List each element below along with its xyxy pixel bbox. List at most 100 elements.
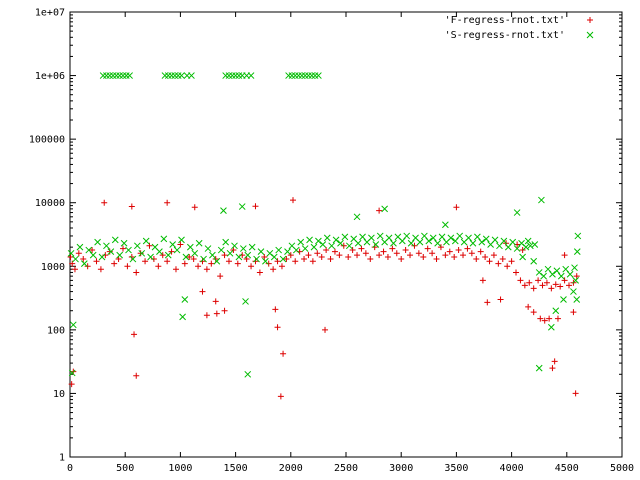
data-point-f (561, 252, 568, 259)
data-point-f (490, 252, 497, 259)
data-point-f (287, 252, 294, 259)
data-point-f (519, 247, 526, 254)
data-point-f (376, 252, 383, 259)
data-point-s (228, 72, 236, 79)
data-point-f (106, 248, 113, 255)
data-point-f (213, 310, 220, 317)
data-point-f (186, 253, 193, 260)
data-point-f (71, 266, 78, 273)
data-point-s (72, 255, 79, 263)
data-point-s (553, 267, 561, 275)
data-point-s (186, 243, 194, 251)
data-point-s (235, 253, 243, 261)
data-point-s (209, 251, 216, 259)
data-point-f (283, 256, 290, 263)
data-point-s (164, 72, 172, 79)
data-point-s (238, 203, 246, 210)
data-point-f (68, 381, 75, 388)
data-point-f (573, 273, 580, 280)
data-point-s (291, 72, 299, 79)
data-point-s (535, 269, 543, 276)
data-point-s (552, 307, 560, 315)
data-point-s (169, 241, 177, 248)
data-point-f (93, 258, 100, 265)
data-point-s (67, 249, 75, 257)
data-point-f (389, 245, 396, 252)
data-point-s (98, 253, 106, 261)
data-point-s (531, 241, 539, 248)
data-point-s (306, 236, 313, 244)
data-point-f (468, 250, 475, 257)
data-point-f (552, 281, 559, 288)
legend: 'F-regress-rnot.txt' 'S-regress-rnot.txt… (445, 15, 594, 41)
data-point-s (478, 238, 486, 246)
series-s-regress (67, 72, 582, 378)
data-point-s (94, 238, 101, 246)
data-point-s (217, 246, 225, 254)
data-point-s (178, 72, 185, 79)
data-point-f (164, 199, 171, 206)
data-point-f (181, 260, 188, 267)
data-point-f (546, 315, 553, 322)
data-point-s (288, 72, 296, 79)
data-point-f (290, 197, 297, 204)
data-point-f (537, 315, 544, 322)
data-point-f (256, 269, 263, 276)
data-point-f (322, 326, 329, 333)
data-point-f (133, 269, 140, 276)
data-point-s (160, 235, 168, 243)
data-point-s (416, 238, 424, 246)
data-point-s (129, 255, 137, 263)
data-point-s (482, 235, 490, 243)
data-point-s (171, 72, 179, 79)
data-point-s (161, 72, 169, 79)
data-point-f (270, 266, 277, 273)
data-point-s (491, 236, 499, 244)
data-point-s (89, 251, 97, 259)
data-point-f (437, 244, 444, 251)
data-point-s (465, 234, 472, 242)
data-point-s (323, 234, 331, 242)
data-point-s (328, 242, 336, 250)
data-point-s (284, 248, 291, 255)
data-point-s (513, 209, 521, 216)
data-point-s (301, 72, 309, 79)
data-point-f (473, 256, 480, 263)
x-tick-label: 0 (67, 463, 73, 474)
data-point-f (433, 256, 440, 263)
data-point-s (345, 242, 353, 250)
data-point-s (434, 239, 441, 247)
data-point-f (115, 256, 122, 263)
data-point-f (548, 285, 555, 292)
data-point-f (517, 277, 524, 284)
data-point-s (354, 239, 362, 247)
data-point-s (266, 249, 274, 257)
y-tick-label: 1e+06 (35, 71, 65, 82)
data-point-s (204, 245, 212, 252)
data-point-s (119, 72, 127, 79)
x-tick-label: 5000 (610, 463, 634, 474)
data-point-s (407, 239, 415, 247)
data-point-f (159, 252, 166, 259)
data-point-s (425, 237, 433, 245)
data-point-s (275, 246, 283, 254)
data-point-s (103, 242, 110, 250)
data-point-s (191, 249, 199, 257)
data-point-s (372, 241, 380, 248)
data-point-s (538, 196, 545, 204)
data-point-s (522, 243, 530, 251)
data-point-f (277, 393, 284, 400)
data-point-f (499, 256, 506, 263)
data-point-s (270, 253, 278, 261)
data-point-f (336, 252, 343, 259)
legend-marker-f (587, 17, 593, 23)
data-point-f (513, 269, 520, 276)
data-point-f (199, 258, 206, 265)
data-point-s (120, 239, 128, 247)
data-point-f (212, 298, 219, 305)
data-point-s (200, 255, 207, 263)
data-point-f (402, 247, 409, 254)
data-point-f (252, 203, 259, 210)
data-point-s (549, 270, 556, 278)
